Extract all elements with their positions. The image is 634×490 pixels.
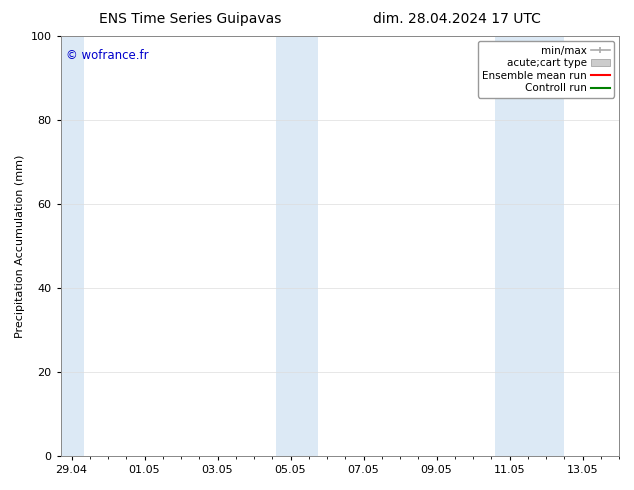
Legend: min/max, acute;cart type, Ensemble mean run, Controll run: min/max, acute;cart type, Ensemble mean … [478, 41, 614, 98]
Text: ENS Time Series Guipavas: ENS Time Series Guipavas [99, 12, 281, 26]
Text: dim. 28.04.2024 17 UTC: dim. 28.04.2024 17 UTC [373, 12, 540, 26]
Text: © wofrance.fr: © wofrance.fr [66, 49, 149, 62]
Bar [61, 36, 84, 456]
Bar [276, 36, 318, 456]
Y-axis label: Precipitation Accumulation (mm): Precipitation Accumulation (mm) [15, 154, 25, 338]
Bar [495, 36, 564, 456]
